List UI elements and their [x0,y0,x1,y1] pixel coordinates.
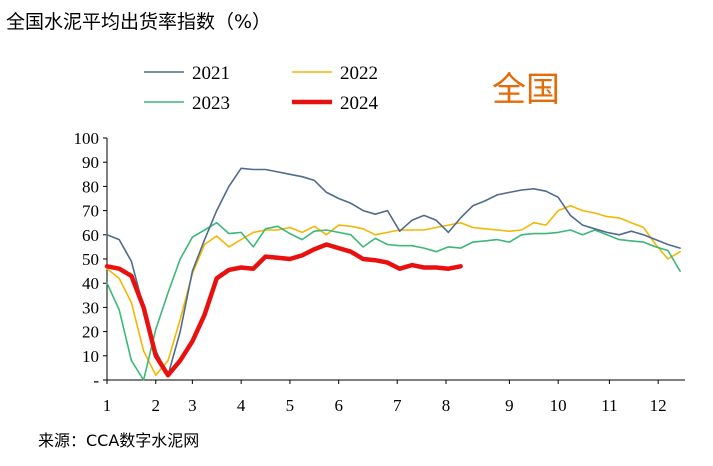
legend-label-2021: 2021 [192,63,230,84]
y-tick-label: - [93,371,99,390]
y-tick-label: 30 [82,298,99,317]
annotation-label: 全国 [492,70,560,110]
x-tick-label: 12 [650,396,667,415]
y-tick-label: 10 [82,347,99,366]
x-tick-label: 9 [505,396,514,415]
y-tick-label: 50 [82,250,99,269]
x-tick-label: 7 [393,396,402,415]
source-text: 来源：CCA数字水泥网 [38,431,199,450]
chart-title: 全国水泥平均出货率指数（%） [6,11,271,33]
x-tick-label: 4 [237,396,246,415]
x-tick-label: 8 [442,396,451,415]
x-tick-label: 1 [103,396,112,415]
series-line-2021 [106,167,681,377]
y-tick-label: 100 [74,129,100,148]
series-line-2022 [106,205,681,377]
legend-label-2023: 2023 [192,93,230,114]
legend-label-2022: 2022 [340,63,378,84]
y-tick-label: 60 [82,226,99,245]
x-tick-label: 10 [550,396,567,415]
x-tick-label: 5 [286,396,295,415]
x-tick-label: 3 [188,396,197,415]
series-lines [104,167,681,381]
series-line-2024 [104,242,463,378]
y-tick-label: 20 [82,323,99,342]
x-tick-label: 6 [334,396,343,415]
y-tick-label: 40 [82,274,99,293]
legend-label-2024: 2024 [340,93,379,114]
x-tick-label: 11 [601,396,617,415]
y-tick-label: 70 [82,202,99,221]
series-line-2023 [106,221,681,381]
y-tick-label: 90 [82,153,99,172]
y-tick-label: 80 [82,177,99,196]
x-tick-label: 2 [152,396,161,415]
legend: 2021 2022 2023 2024 [144,63,379,114]
